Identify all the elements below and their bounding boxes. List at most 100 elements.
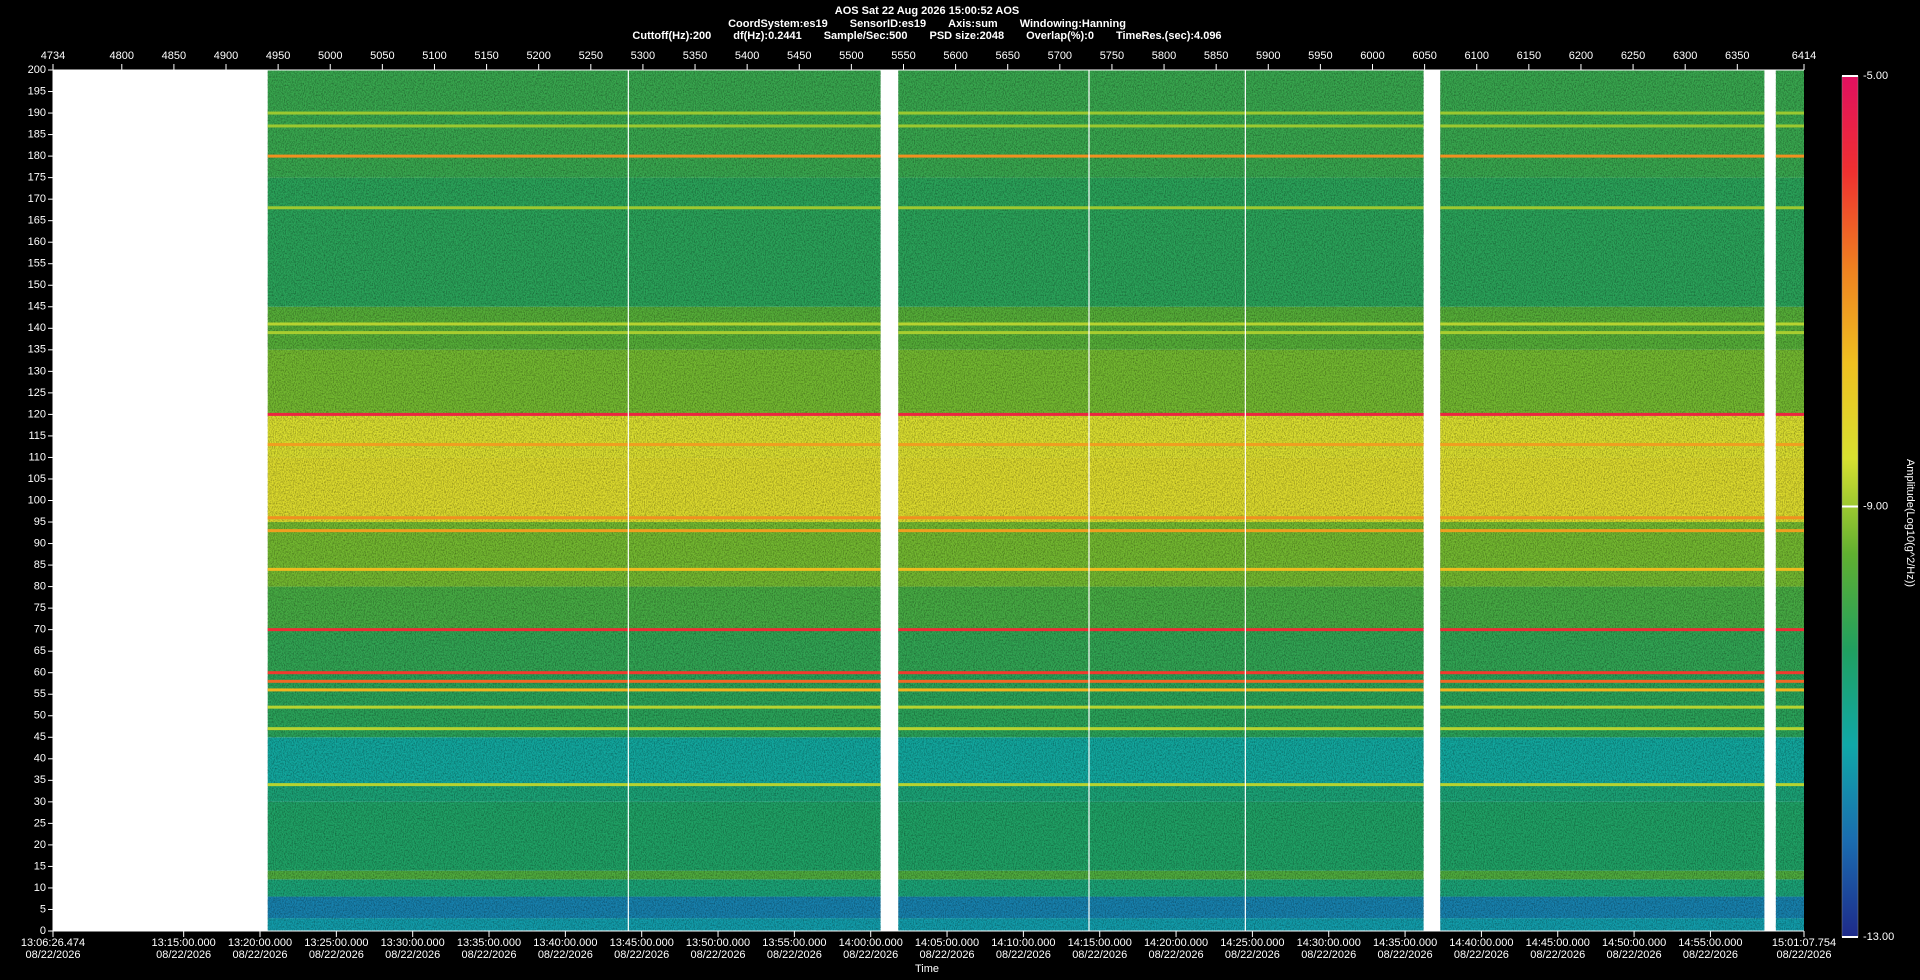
time-tick-label: 13:35:00.000 [457, 937, 521, 949]
header-field: Sample/Sec:500 [824, 30, 908, 42]
y-tick-label: 140 [28, 322, 46, 334]
header-field: df(Hz):0.2441 [733, 30, 801, 42]
y-tick-label: 90 [34, 537, 46, 549]
tone-line [1775, 111, 1804, 115]
x-tick-label: 5750 [1100, 50, 1124, 62]
y-tick-label: 50 [34, 710, 46, 722]
time-tick-label: 13:40:00.000 [533, 937, 597, 949]
time-tick-label: 13:25:00.000 [304, 937, 368, 949]
date-tick-label: 08/22/2026 [385, 949, 440, 961]
tone-line [1775, 412, 1804, 416]
date-tick-label: 08/22/2026 [1149, 949, 1204, 961]
tone-line [1440, 331, 1765, 335]
y-tick-label: 95 [34, 516, 46, 528]
tone-line [1440, 111, 1765, 115]
x-tick-label: 6250 [1621, 50, 1645, 62]
y-tick-label: 5 [40, 903, 46, 915]
tone-line [898, 679, 1424, 683]
date-tick-label: 08/22/2026 [1072, 949, 1127, 961]
header-field: SensorID:es19 [850, 18, 926, 30]
x-tick-label: 5850 [1204, 50, 1228, 62]
date-tick-label: 08/22/2026 [232, 949, 287, 961]
x-tick-label: 5500 [839, 50, 863, 62]
y-tick-label: 65 [34, 645, 46, 657]
tone-line [267, 679, 881, 683]
x-tick-label: 5100 [422, 50, 446, 62]
y-tick-label: 75 [34, 602, 46, 614]
x-tick-label: 4950 [266, 50, 290, 62]
tone-line [1440, 322, 1765, 326]
x-tick-label: 5900 [1256, 50, 1280, 62]
tone-line [1440, 443, 1765, 447]
y-tick-label: 125 [28, 387, 46, 399]
y-tick-label: 20 [34, 839, 46, 851]
tone-line [267, 206, 881, 210]
tone-line [1440, 154, 1765, 158]
x-tick-label: 5000 [318, 50, 342, 62]
y-tick-label: 180 [28, 150, 46, 162]
y-tick-label: 105 [28, 473, 46, 485]
time-tick-label: 14:20:00.000 [1144, 937, 1208, 949]
time-tick-label: 13:06:26.474 [21, 937, 85, 949]
x-tick-label: 4734 [41, 50, 65, 62]
tone-line [1775, 516, 1804, 520]
x-tick-label: 5800 [1152, 50, 1176, 62]
tone-line [1440, 688, 1765, 692]
y-tick-label: 145 [28, 301, 46, 313]
tone-line [1775, 783, 1804, 787]
tone-line [267, 124, 881, 128]
colorbar-label: Amplitude(Log10(g^2/Hz)) [1904, 459, 1916, 587]
data-segment [898, 70, 1424, 931]
y-tick-label: 45 [34, 731, 46, 743]
date-tick-label: 08/22/2026 [156, 949, 211, 961]
tone-line [898, 322, 1424, 326]
tone-line [898, 783, 1424, 787]
time-tick-label: 14:40:00.000 [1449, 937, 1513, 949]
noise-texture [1440, 70, 1765, 931]
tone-line [1775, 322, 1804, 326]
x-tick-label: 5200 [526, 50, 550, 62]
tone-line [1440, 124, 1765, 128]
y-tick-label: 115 [28, 430, 46, 442]
date-tick-label: 08/22/2026 [25, 949, 80, 961]
x-tick-label: 5150 [474, 50, 498, 62]
header-line: AOS Sat 22 Aug 2026 15:00:52 AOS [835, 5, 1019, 17]
time-tick-label: 14:30:00.000 [1297, 937, 1361, 949]
tone-line [1775, 206, 1804, 210]
tone-line [1440, 628, 1765, 632]
x-tick-label: 6050 [1412, 50, 1436, 62]
tone-line [1775, 688, 1804, 692]
tone-line [898, 628, 1424, 632]
tone-line [898, 516, 1424, 520]
time-tick-label: 14:45:00.000 [1526, 937, 1590, 949]
x-tick-label: 5950 [1308, 50, 1332, 62]
tone-line [898, 412, 1424, 416]
y-tick-label: 120 [28, 408, 46, 420]
tone-line [267, 567, 881, 571]
x-tick-label: 6350 [1725, 50, 1749, 62]
x-axis-label: Time [915, 963, 939, 975]
tone-line [1775, 727, 1804, 731]
tone-line [1775, 567, 1804, 571]
header-field: AOS Sat 22 Aug 2026 15:00:52 AOS [835, 5, 1019, 17]
tone-line [267, 705, 881, 709]
header-field: Cuttoff(Hz):200 [632, 30, 711, 42]
tone-line [267, 783, 881, 787]
header-field: Axis:sum [948, 18, 998, 30]
y-tick-label: 175 [28, 172, 46, 184]
x-tick-label: 6414 [1792, 50, 1816, 62]
date-tick-label: 08/22/2026 [1683, 949, 1738, 961]
date-tick-label: 08/22/2026 [996, 949, 1051, 961]
tone-line [898, 331, 1424, 335]
x-tick-label: 4800 [110, 50, 134, 62]
time-tick-label: 14:25:00.000 [1220, 937, 1284, 949]
y-tick-label: 40 [34, 753, 46, 765]
time-tick-label: 14:00:00.000 [839, 937, 903, 949]
y-tick-label: 70 [34, 624, 46, 636]
date-tick-label: 08/22/2026 [1225, 949, 1280, 961]
tone-line [898, 529, 1424, 533]
tone-line [267, 331, 881, 335]
y-tick-label: 135 [28, 344, 46, 356]
y-tick-label: 100 [28, 494, 46, 506]
x-tick-label: 5050 [370, 50, 394, 62]
